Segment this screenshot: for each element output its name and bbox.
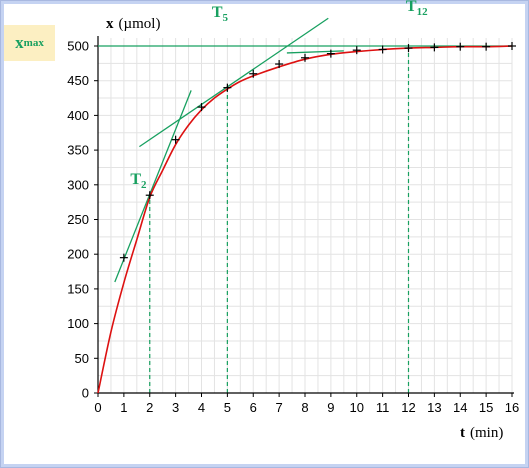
data-points xyxy=(119,42,516,262)
tangent-label-sub: 2 xyxy=(141,179,147,191)
data-point xyxy=(326,49,335,58)
tangent-label-main: T xyxy=(406,0,417,15)
data-point xyxy=(430,43,439,52)
y-tick-label: 500 xyxy=(67,39,89,54)
x-tick-label: 15 xyxy=(479,400,493,415)
data-point xyxy=(378,45,387,54)
data-point xyxy=(404,44,413,53)
y-tick-label: 100 xyxy=(67,316,89,331)
tick-labels: 0 1 2 3 4 5 6 7 8 9 10 11 12 13 14 15 160501001502002503… xyxy=(67,39,519,416)
tangent-label-sub: 12 xyxy=(417,6,429,18)
x-tick-label: 14 xyxy=(453,400,467,415)
x-tick-label: 6 xyxy=(250,400,257,415)
x-tick-label: 16 xyxy=(505,400,519,415)
data-point xyxy=(119,253,128,262)
data-point xyxy=(223,83,232,92)
x-axis-title-unit: (min) xyxy=(470,425,503,441)
x-tick-label: 4 xyxy=(198,400,205,415)
y-tick-label: 0 xyxy=(82,386,89,401)
y-tick-label: 400 xyxy=(67,108,89,123)
x-tick-label: 0 xyxy=(94,400,101,415)
x-tick-label: 8 xyxy=(301,400,308,415)
tangent-label: T2 xyxy=(130,171,147,191)
data-point xyxy=(482,42,491,51)
data-point xyxy=(456,42,465,51)
xmax-label-main: x xyxy=(15,33,24,52)
grid xyxy=(97,38,513,394)
data-point xyxy=(275,60,284,69)
data-point xyxy=(197,103,206,112)
tangent-label-sub: 5 xyxy=(223,12,229,24)
x-tick-label: 2 xyxy=(146,400,153,415)
data-point xyxy=(171,135,180,144)
x-tick-label: 9 xyxy=(327,400,334,415)
x-tick-label: 12 xyxy=(401,400,415,415)
y-axis-title: x (µmol) xyxy=(106,16,160,32)
tangent-line xyxy=(114,90,192,283)
tangent-line xyxy=(286,50,344,54)
y-tick-label: 150 xyxy=(67,281,89,296)
x-tick-label: 1 xyxy=(120,400,127,415)
curves xyxy=(97,17,513,394)
data-point xyxy=(145,191,154,200)
tangent-label: T5 xyxy=(212,4,229,24)
data-point xyxy=(508,42,516,50)
y-tick-label: 350 xyxy=(67,143,89,158)
tangent-label: T12 xyxy=(406,0,428,18)
x-axis-title-var: t xyxy=(460,425,465,441)
x-tick-label: 7 xyxy=(276,400,283,415)
xmax-label: x max xyxy=(4,25,55,61)
tangent-label-main: T xyxy=(212,4,223,21)
x-tick-label: 3 xyxy=(172,400,179,415)
y-tick-label: 450 xyxy=(67,73,89,88)
data-point xyxy=(301,53,309,62)
x-tick-label: 11 xyxy=(376,400,390,415)
y-axis-title-var: x xyxy=(106,16,114,32)
tangent-line xyxy=(139,17,329,148)
y-tick-label: 200 xyxy=(67,247,89,262)
axes xyxy=(97,36,514,394)
y-axis-title-unit: (µmol) xyxy=(119,16,161,32)
x-axis-title: t (min) xyxy=(460,425,503,441)
x-tick-label: 10 xyxy=(350,400,364,415)
y-tick-label: 250 xyxy=(67,212,89,227)
guide-lines xyxy=(149,48,410,393)
tangent-label-main: T xyxy=(130,171,141,188)
x-tick-label: 13 xyxy=(427,400,441,415)
xmax-label-sub: max xyxy=(23,37,44,49)
y-tick-label: 300 xyxy=(67,177,89,192)
data-point xyxy=(352,46,361,55)
data-point xyxy=(249,69,258,78)
x-tick-label: 5 xyxy=(224,400,231,415)
fit-curve xyxy=(97,45,513,394)
y-tick-label: 50 xyxy=(75,351,89,366)
